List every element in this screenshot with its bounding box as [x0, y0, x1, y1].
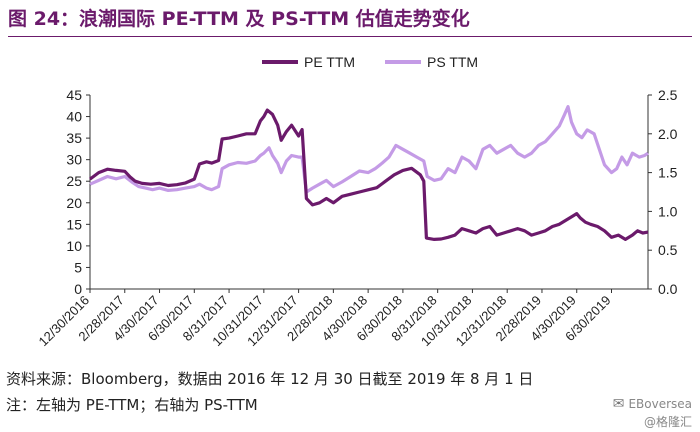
- series-group: [89, 105, 649, 241]
- right-tick-label: 1.0: [658, 203, 678, 219]
- left-tick-label: 30: [66, 152, 82, 168]
- legend-pe-label: PE TTM: [304, 54, 355, 70]
- left-tick-label: 20: [66, 195, 82, 211]
- legend-ps-label: PS TTM: [427, 54, 478, 70]
- left-tick-label: 10: [66, 238, 82, 254]
- left-tick-label: 25: [66, 173, 82, 189]
- axis-note: 注：左轴为 PE-TTM；右轴为 PS-TTM: [6, 396, 258, 414]
- right-tick-label: 0.5: [658, 242, 678, 258]
- legend: PE TTM PS TTM: [262, 54, 478, 70]
- right-tick-label: 2.0: [658, 126, 678, 142]
- left-tick-label: 0: [74, 281, 82, 297]
- ps-ttm-line: [89, 105, 649, 194]
- left-tick-label: 40: [66, 109, 82, 125]
- right-tick-label: 0.0: [658, 281, 678, 297]
- watermark-handle: ✉ EBoversea: [613, 396, 692, 412]
- title-divider: [8, 36, 692, 37]
- chart-title: 图 24：浪潮国际 PE-TTM 及 PS-TTM 估值走势变化: [8, 8, 470, 30]
- left-tick-label: 5: [74, 259, 82, 275]
- left-tick-label: 45: [66, 87, 82, 103]
- wechat-icon: ✉: [612, 396, 625, 412]
- chart: PE TTM PS TTM 0 5 10 15 20 25 30 35 40 45 0.0 0.5 1.0…: [35, 54, 678, 349]
- watermark-name: @格隆汇: [643, 415, 692, 429]
- right-tick-label: 2.5: [658, 87, 678, 103]
- watermark-handle-text: EBoversea: [628, 397, 692, 411]
- right-tick-label: 1.5: [658, 165, 678, 181]
- left-tick-label: 35: [66, 130, 82, 146]
- left-tick-label: 15: [66, 216, 82, 232]
- pe-ttm-line: [89, 108, 649, 241]
- source-note: 资料来源：Bloomberg，数据由 2016 年 12 月 30 日截至 20…: [6, 370, 534, 388]
